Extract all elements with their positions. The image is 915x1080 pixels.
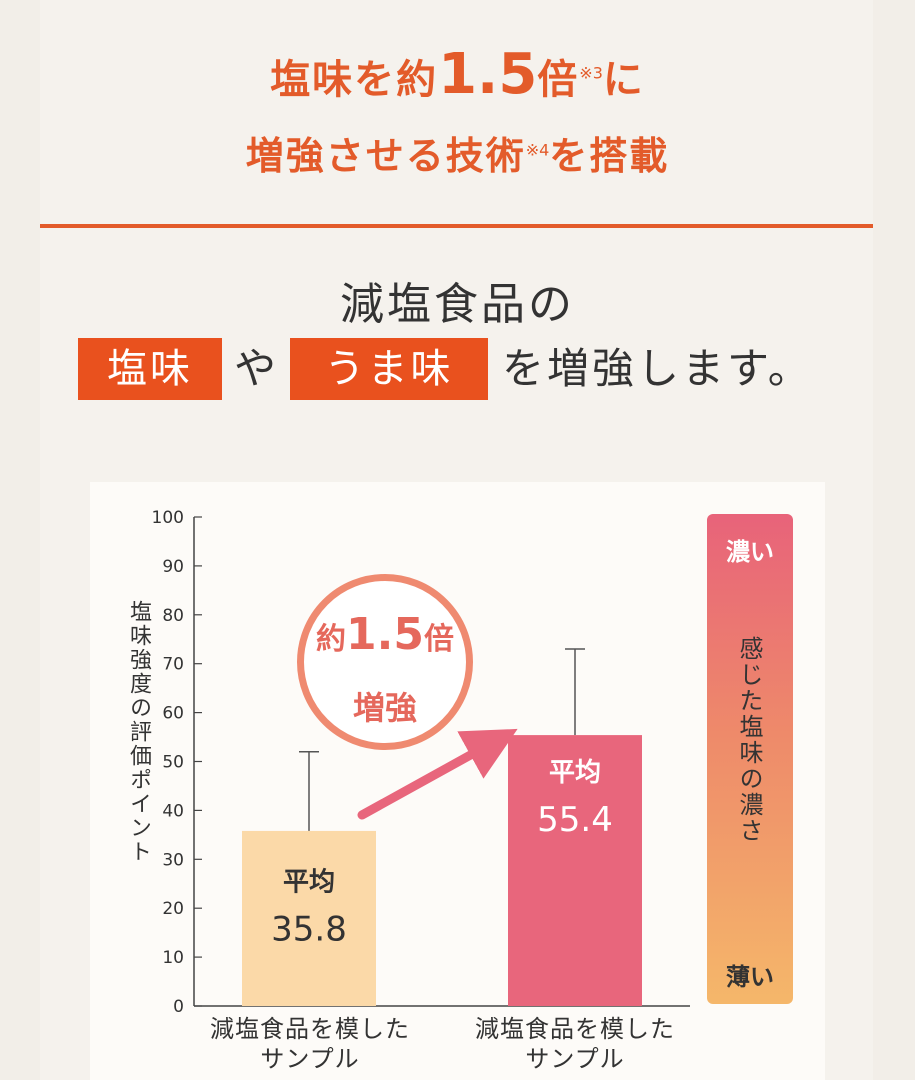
y-tick-label: 60 bbox=[162, 704, 184, 724]
x-category-2: 減塩食品を模した サンプル bbox=[475, 1015, 675, 1073]
y-tick-label: 20 bbox=[162, 899, 184, 919]
y-tick-label: 90 bbox=[162, 557, 184, 577]
y-tick-label: 70 bbox=[162, 655, 184, 675]
bar-value-label: 55.4 bbox=[537, 800, 613, 840]
y-tick-label: 40 bbox=[162, 801, 184, 821]
growth-arrow bbox=[357, 728, 518, 820]
subhead-conj: や bbox=[234, 344, 280, 393]
y-tick-label: 100 bbox=[152, 508, 184, 528]
bar-1 bbox=[242, 830, 376, 1006]
bar-label-prefix: 平均 bbox=[549, 758, 601, 788]
x-category-1: 減塩食品を模した サンプル bbox=[210, 1015, 410, 1073]
bar-label-prefix: 平均 bbox=[283, 867, 335, 897]
y-tick-label: 10 bbox=[162, 948, 184, 968]
y-tick-label: 0 bbox=[173, 997, 184, 1017]
pill-saltiness: 塩味 bbox=[78, 338, 222, 400]
subhead-line2: 塩味 や うま味 を増強します。 bbox=[0, 338, 915, 402]
y-tick-label: 80 bbox=[162, 606, 184, 626]
pill-umami: うま味 bbox=[290, 338, 488, 400]
scale-caption: 感じた塩味の濃さ bbox=[735, 636, 763, 844]
subhead-tail: を増強します。 bbox=[502, 344, 813, 393]
headline-line1: 塩味を約1.5倍※3に bbox=[270, 42, 645, 107]
subhead-line1: 減塩食品の bbox=[340, 279, 575, 330]
divider bbox=[40, 224, 873, 228]
increase-badge: 約1.5倍 増強 bbox=[297, 574, 473, 750]
chart-card bbox=[90, 482, 825, 1080]
scale-strong: 濃い bbox=[726, 538, 774, 566]
y-tick-label: 50 bbox=[162, 753, 184, 773]
intensity-scale: 濃い 感じた塩味の濃さ 薄い bbox=[707, 514, 793, 1004]
bar-value-label: 35.8 bbox=[271, 909, 347, 949]
headline-line2: 増強させる技術※4を搭載 bbox=[245, 134, 670, 178]
y-tick-label: 30 bbox=[162, 850, 184, 870]
y-axis-label: 塩味強度の評価ポイント bbox=[126, 600, 151, 864]
scale-weak: 薄い bbox=[726, 963, 774, 991]
bar-2 bbox=[508, 735, 642, 1006]
